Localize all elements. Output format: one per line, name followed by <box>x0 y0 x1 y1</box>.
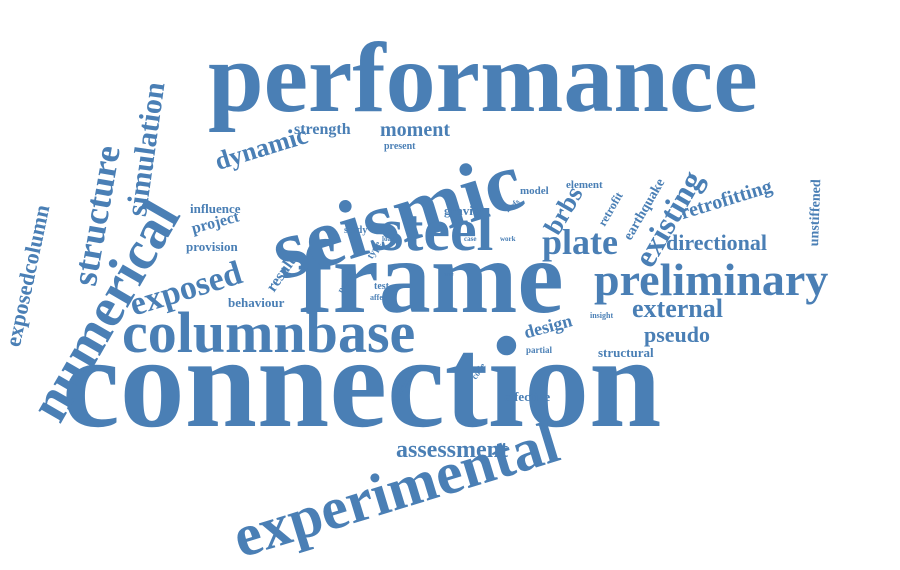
word-exposedcolumn: exposedcolumn <box>0 202 55 349</box>
word-load: load <box>382 235 395 243</box>
word-strength: strength <box>294 121 351 138</box>
word-work: work <box>500 235 516 243</box>
word-external: external <box>632 294 723 323</box>
word-unstiffened: unstiffened <box>807 179 825 247</box>
word-erie: erie <box>444 272 454 278</box>
word-steel: steel <box>380 197 494 263</box>
word-simulation: simulation <box>120 80 172 219</box>
word-pseudo: pseudo <box>644 322 711 347</box>
word-performance: performance <box>208 22 758 133</box>
word-test: test <box>374 281 389 292</box>
word-connection: connection <box>62 311 662 455</box>
word-columnbase: columnbase <box>122 300 416 365</box>
word-insight: insight <box>590 311 614 320</box>
word-effective: effective <box>504 389 551 404</box>
word-plate: plate <box>542 222 618 262</box>
word-element: element <box>566 179 603 191</box>
word-preliminary: preliminary <box>594 254 829 305</box>
word-model: model <box>520 185 549 197</box>
word-directional: directional <box>666 230 768 255</box>
word-partial: partial <box>526 345 552 355</box>
word-structural: structural <box>598 345 654 360</box>
word-retrofit: retrofit <box>595 189 626 229</box>
word-influence: influence <box>190 201 241 216</box>
word-provision: provision <box>186 239 238 254</box>
word-present: present <box>384 141 416 152</box>
word-case: case <box>464 235 477 243</box>
word-gravity: gravity <box>444 203 484 218</box>
word-affect: affect <box>370 293 390 302</box>
word-behaviour: behaviour <box>228 295 285 310</box>
word-study: study <box>344 225 368 236</box>
word-frame: frame <box>298 220 564 335</box>
word-assessment: assessment <box>396 437 508 463</box>
word-moment: moment <box>380 119 450 141</box>
